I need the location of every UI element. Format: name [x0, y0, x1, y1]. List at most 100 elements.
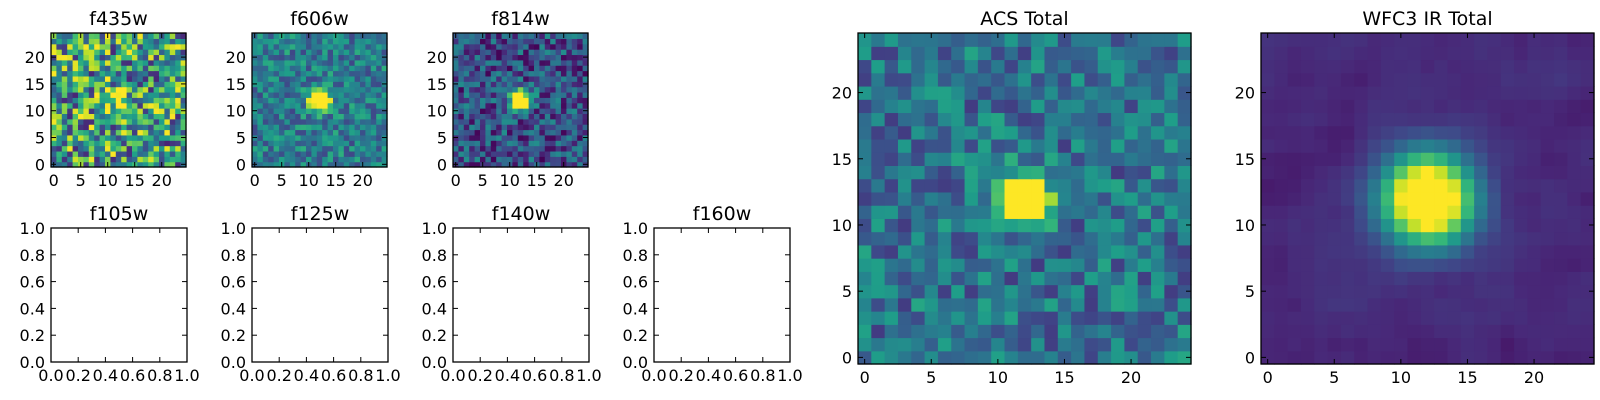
heatmap-cell [964, 112, 979, 127]
heatmap-cell [126, 81, 133, 88]
heatmap-cell [105, 86, 111, 93]
heatmap-cell [1071, 350, 1086, 365]
heatmap-cell [1460, 59, 1475, 74]
heatmap-cell [180, 49, 187, 56]
heatmap-cell [512, 65, 519, 72]
heatmap-cell [257, 118, 264, 125]
heatmap-cell [1340, 258, 1355, 272]
heatmap-cell [338, 113, 345, 120]
heatmap-cell [169, 124, 176, 131]
heatmap-cell [153, 86, 160, 93]
heatmap-cell [1487, 271, 1502, 286]
heatmap-cell [496, 156, 503, 163]
heatmap-cell [333, 59, 339, 66]
heatmap-cell [555, 118, 562, 125]
heatmap-cell [121, 54, 128, 61]
y-tick-label: 0.8 [20, 246, 45, 265]
heatmap-cell [121, 102, 128, 109]
heatmap-cell [1367, 99, 1382, 114]
heatmap-cell [56, 129, 63, 136]
heatmap-cell [284, 49, 291, 56]
heatmap-cell [126, 38, 133, 45]
heatmap-cell [1017, 218, 1032, 233]
heatmap-cell [1407, 99, 1422, 114]
heatmap-cell [268, 108, 275, 114]
heatmap-cell [376, 65, 383, 72]
heatmap-cell [561, 124, 567, 131]
heatmap-cell [463, 140, 470, 147]
heatmap-cell [132, 91, 138, 98]
heatmap-cell [376, 81, 383, 88]
heatmap-cell [507, 140, 513, 147]
heatmap-cell [937, 258, 952, 272]
heatmap-cell [566, 59, 573, 66]
heatmap-cell [1274, 337, 1289, 352]
heatmap-cell [1380, 244, 1395, 259]
heatmap-cell [480, 38, 486, 45]
heatmap-cell [376, 91, 383, 98]
heatmap-cell [884, 125, 899, 140]
heatmap-cell [1287, 231, 1302, 246]
heatmap-cell [566, 97, 573, 104]
heatmap-cell [1527, 165, 1542, 180]
heatmap-cell [534, 86, 540, 93]
heatmap-cell [1057, 284, 1072, 299]
heatmap-cell [991, 59, 1006, 74]
heatmap-cell [137, 145, 144, 152]
heatmap-cell [1084, 85, 1099, 100]
heatmap-cell [333, 113, 339, 120]
heatmap-cell [555, 102, 562, 109]
heatmap-cell [911, 46, 926, 61]
heatmap-cell [485, 81, 492, 88]
heatmap-cell [1407, 337, 1422, 352]
heatmap-cell [1580, 258, 1595, 272]
heatmap-cell [1044, 244, 1059, 259]
heatmap-cell [480, 102, 486, 109]
heatmap-cell [1580, 244, 1595, 259]
heatmap-cell [306, 91, 312, 98]
heatmap-cell [105, 91, 111, 98]
heatmap-cell [115, 33, 122, 39]
heatmap-cell [322, 150, 329, 157]
heatmap-cell [381, 59, 388, 66]
heatmap-cell [1274, 72, 1289, 87]
heatmap-cell [376, 156, 383, 163]
heatmap-cell [496, 65, 503, 72]
heatmap-cell [1460, 191, 1475, 206]
heatmap-cell [126, 118, 133, 125]
heatmap-cell [137, 86, 144, 93]
heatmap-cell [858, 85, 872, 100]
heatmap-cell [295, 70, 302, 77]
heatmap-cell [1394, 244, 1409, 259]
heatmap-cell [858, 218, 872, 233]
heatmap-cell [884, 178, 899, 193]
heatmap-cell [1137, 46, 1152, 61]
heatmap-cell [577, 70, 584, 77]
heatmap-cell [977, 33, 992, 47]
x-tick-label: 0 [451, 171, 461, 190]
heatmap-cell [571, 81, 578, 88]
heatmap-cell [1004, 191, 1019, 206]
heatmap-cell [1287, 311, 1302, 325]
heatmap-cell [937, 125, 952, 140]
heatmap-cell [360, 150, 366, 157]
heatmap-cell [268, 134, 275, 141]
heatmap-cell [1394, 271, 1409, 286]
heatmap-cell [1314, 125, 1329, 140]
heatmap-cell [1261, 85, 1275, 100]
heatmap-cell [539, 86, 546, 93]
heatmap-cell [148, 161, 155, 168]
heatmap-cell [1164, 258, 1179, 272]
heatmap-cell [121, 75, 128, 82]
heatmap-cell [105, 129, 111, 136]
heatmap-cell [67, 113, 74, 120]
y-tick-label: 5 [437, 129, 447, 148]
heatmap-cell [1261, 324, 1275, 339]
heatmap-cell [94, 38, 101, 45]
heatmap-cell [1137, 112, 1152, 127]
heatmap-cell [1044, 205, 1059, 219]
heatmap-cell [858, 125, 872, 140]
heatmap-cell [911, 33, 926, 47]
heatmap-cell [115, 102, 122, 109]
heatmap-cell [1514, 297, 1528, 312]
